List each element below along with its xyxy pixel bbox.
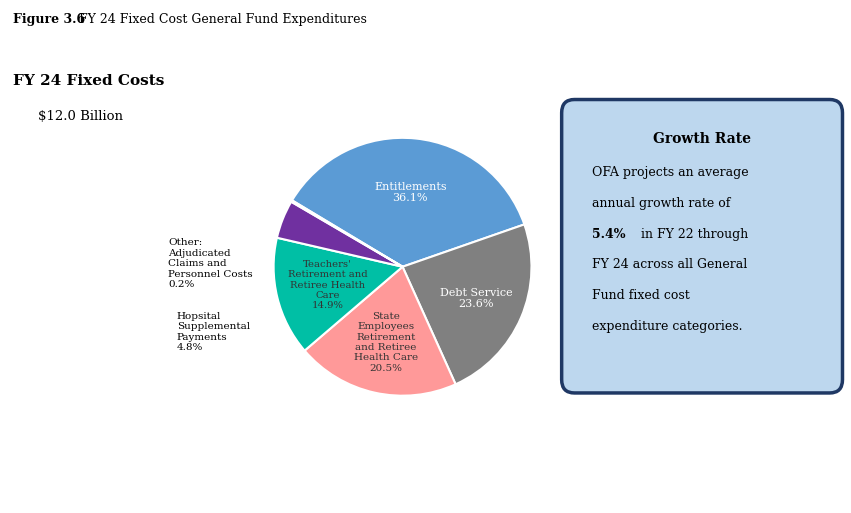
Text: $12.0 Billion: $12.0 Billion [38,110,123,123]
Text: FY 24 across all General: FY 24 across all General [592,258,747,271]
Wedge shape [291,201,403,267]
Text: Entitlements
36.1%: Entitlements 36.1% [374,182,447,203]
Wedge shape [305,267,455,396]
Text: Growth Rate: Growth Rate [653,131,751,146]
Text: in FY 22 through: in FY 22 through [637,228,748,241]
Text: Other:
Adjudicated
Claims and
Personnel Costs
0.2%: Other: Adjudicated Claims and Personnel … [168,239,253,289]
Text: Figure 3.6: Figure 3.6 [13,13,85,26]
Text: FY 24 Fixed Costs: FY 24 Fixed Costs [13,74,164,88]
Text: annual growth rate of: annual growth rate of [592,197,731,210]
Wedge shape [403,224,532,384]
Text: 5.4%: 5.4% [592,228,625,241]
Wedge shape [277,202,403,267]
Wedge shape [274,238,403,350]
FancyBboxPatch shape [562,100,842,393]
Wedge shape [292,138,524,267]
Text: expenditure categories.: expenditure categories. [592,320,743,332]
Text: FY 24 Fixed Cost General Fund Expenditures: FY 24 Fixed Cost General Fund Expenditur… [75,13,367,26]
Text: OFA projects an average: OFA projects an average [592,166,749,179]
Text: Teachers'
Retirement and
Retiree Health
Care
14.9%: Teachers' Retirement and Retiree Health … [288,260,368,310]
Text: State
Employees
Retirement
and Retiree
Health Care
20.5%: State Employees Retirement and Retiree H… [354,312,418,373]
Text: Fund fixed cost: Fund fixed cost [592,289,690,302]
Text: Hopsital
Supplemental
Payments
4.8%: Hopsital Supplemental Payments 4.8% [177,312,250,352]
Text: Debt Service
23.6%: Debt Service 23.6% [440,288,512,309]
